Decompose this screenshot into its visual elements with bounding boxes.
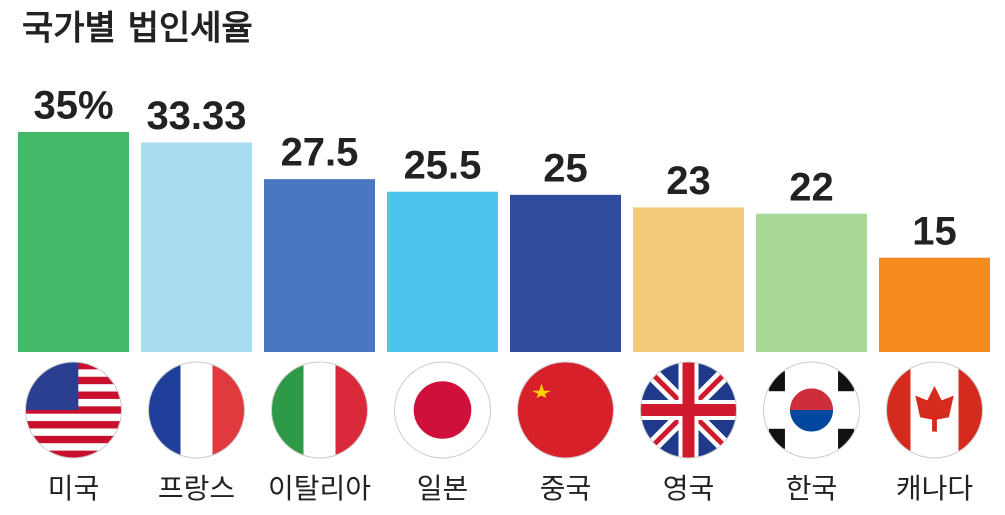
flag-part	[25, 450, 122, 458]
x-tick-label: 일본	[417, 472, 469, 505]
flag-part	[335, 362, 368, 458]
flag-part	[517, 362, 614, 458]
flag-shine	[394, 361, 491, 459]
value-label: 25.5	[404, 143, 482, 187]
flag-part	[180, 362, 213, 458]
flag-part	[768, 428, 785, 449]
flag-part	[25, 421, 122, 429]
flag	[517, 362, 614, 458]
flag-part	[838, 371, 855, 392]
flag-part	[886, 362, 911, 458]
x-tick-label: 영국	[663, 472, 715, 505]
flag-part	[25, 435, 122, 444]
flag-shine	[763, 361, 860, 459]
bar	[879, 257, 990, 352]
x-tick-label: 프랑스	[158, 472, 235, 505]
flag	[148, 362, 245, 458]
x-tick-label: 이탈리아	[268, 472, 371, 505]
bar	[510, 194, 621, 352]
flag-part	[25, 362, 79, 410]
flag-part	[271, 362, 304, 458]
flag	[394, 362, 491, 458]
flag-part	[838, 428, 855, 449]
chart-title: 국가별 법인세율	[22, 9, 253, 49]
value-label: 35%	[33, 84, 113, 128]
x-tick-label: 중국	[540, 472, 592, 505]
value-label: 33.33	[146, 94, 246, 138]
flag-part	[768, 371, 785, 392]
value-label: 25	[543, 146, 588, 190]
bar	[756, 213, 867, 352]
flag-shine	[25, 361, 122, 459]
flag-part	[958, 362, 983, 458]
flag-part	[682, 362, 695, 458]
flag-part	[148, 362, 181, 458]
bar	[633, 207, 744, 352]
value-label: 27.5	[281, 131, 359, 175]
x-tick-label: 미국	[48, 472, 100, 505]
bar	[387, 191, 498, 352]
flag	[640, 362, 737, 458]
x-tick-label: 캐나다	[896, 472, 973, 505]
flag-shine	[886, 361, 983, 459]
flag-part	[789, 388, 834, 410]
bar	[18, 132, 129, 352]
value-label: 15	[912, 209, 957, 253]
flag-shine	[271, 361, 368, 459]
value-label: 22	[789, 165, 834, 209]
value-label: 23	[666, 159, 711, 203]
flag-part	[212, 362, 245, 458]
bar	[264, 179, 375, 352]
flag-part	[789, 410, 834, 432]
flag	[763, 362, 860, 458]
flag-part	[531, 383, 552, 398]
x-tick-label: 한국	[786, 472, 838, 505]
flag-part	[915, 386, 954, 432]
flag-part	[413, 381, 472, 439]
flag-shine	[640, 361, 737, 459]
flag-shine	[148, 361, 245, 459]
flag-part	[303, 362, 336, 458]
bar	[141, 142, 252, 352]
flag-shine	[517, 361, 614, 459]
